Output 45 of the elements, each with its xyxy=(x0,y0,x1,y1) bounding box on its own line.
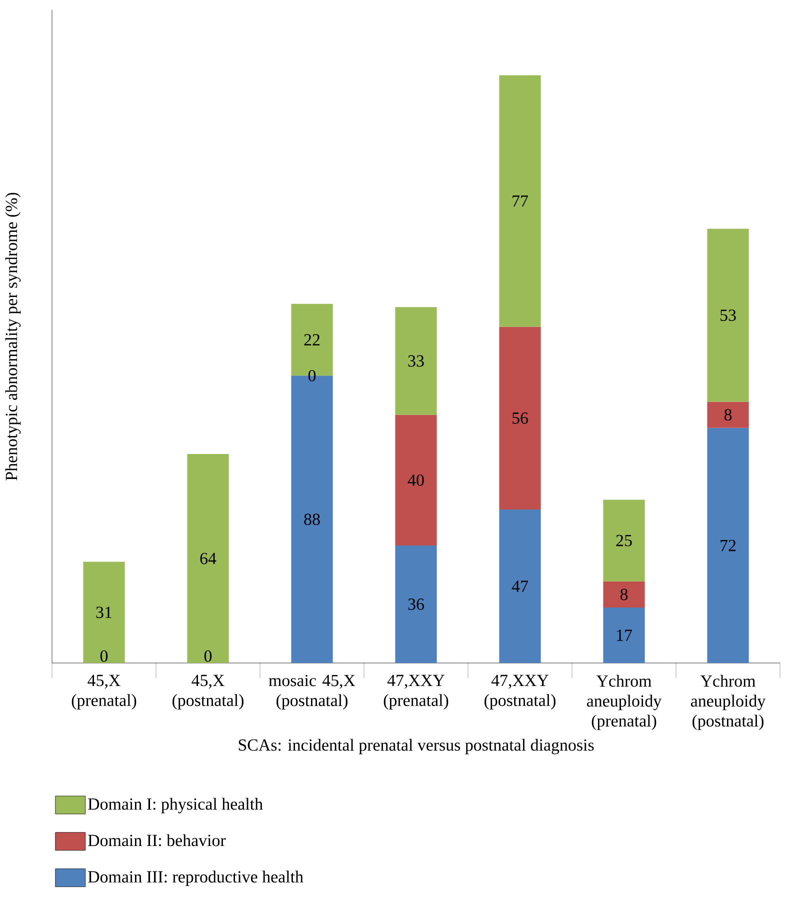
x-tick-label: mosaic 45,X (postnatal) xyxy=(268,674,356,710)
data-label: 53 xyxy=(720,310,736,321)
data-label: 33 xyxy=(408,355,424,367)
data-label: 56 xyxy=(512,412,528,424)
bar xyxy=(83,562,125,664)
x-tick-label: 47,XXY (postnatal) xyxy=(484,674,556,710)
bar xyxy=(603,500,645,582)
bar xyxy=(187,454,229,664)
x-tick-label: 45,X (prenatal) xyxy=(72,674,136,710)
y-axis-title: Phenotypic abnormality per syndrome (%) xyxy=(5,192,21,480)
legend-label: Domain I: physical health xyxy=(88,798,263,814)
data-label: 8 xyxy=(724,409,732,421)
annotation: 0 xyxy=(100,650,108,662)
bar xyxy=(499,326,541,510)
bar xyxy=(395,307,437,415)
x-tick-label: 45,X (postnatal) xyxy=(172,674,244,710)
data-label: 40 xyxy=(408,474,424,486)
data-label: 36 xyxy=(408,598,424,610)
bar xyxy=(603,607,645,664)
bar xyxy=(707,402,749,428)
x-axis-title: SCAs: incidental prenatal versus postnatal diagnosis xyxy=(238,738,594,754)
data-label: 77 xyxy=(512,195,528,207)
x-tick-label: Ychrom aneuploidy (prenatal) xyxy=(586,674,662,730)
annotation: 0 xyxy=(204,650,212,662)
x-tick-label: 47,XXY (prenatal) xyxy=(384,674,448,710)
bar xyxy=(499,510,541,664)
data-label: 64 xyxy=(200,552,216,564)
data-label: 72 xyxy=(720,540,736,552)
legend-label: Domain III: reproductive health xyxy=(88,870,304,886)
bar xyxy=(395,545,437,664)
data-label: 88 xyxy=(304,514,320,526)
bar xyxy=(499,75,541,327)
data-label: 31 xyxy=(96,606,112,618)
x-tick-label: Ychrom aneuploidy (postnatal) xyxy=(690,674,766,730)
data-label: 47 xyxy=(512,580,528,592)
data-label: 22 xyxy=(304,334,320,346)
bar xyxy=(707,228,749,402)
data-label: 17 xyxy=(617,630,632,641)
annotation: 0 xyxy=(308,370,316,382)
bar xyxy=(603,581,645,608)
bar xyxy=(707,428,749,664)
bar xyxy=(395,414,437,546)
legend-label: Domain II: behavior xyxy=(88,834,226,846)
data-label: 8 xyxy=(620,588,628,600)
data-label: 25 xyxy=(616,534,632,546)
